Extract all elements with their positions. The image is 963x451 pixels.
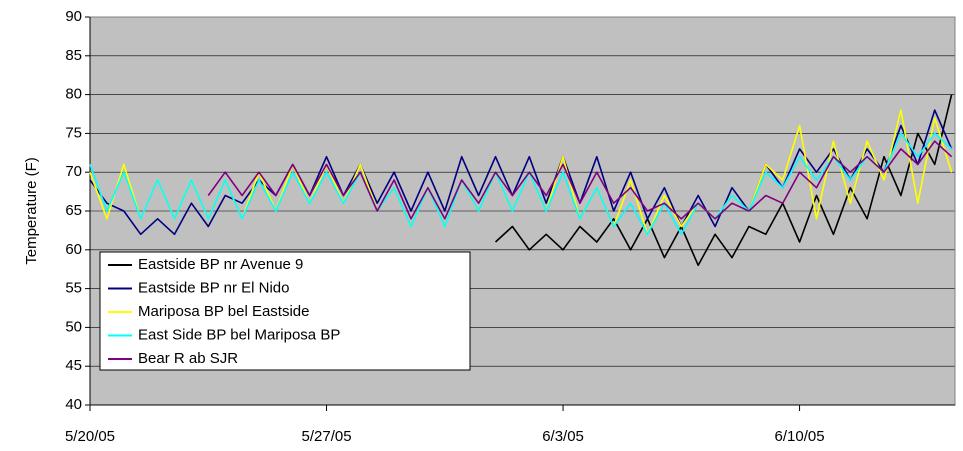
y-tick-label: 90 [65, 8, 82, 25]
legend-label: Eastside BP nr Avenue 9 [138, 256, 303, 273]
y-tick-label: 65 [65, 202, 82, 219]
series-line [207, 140, 953, 220]
x-tick-label: 6/3/05 [542, 428, 584, 445]
x-tick-label: 5/20/05 [65, 428, 115, 445]
series-line [89, 132, 953, 236]
y-tick-label: 50 [65, 318, 82, 335]
legend-box [99, 251, 471, 371]
x-tick-label: 6/10/05 [775, 428, 825, 445]
y-tick-label: 60 [65, 241, 82, 258]
legend-label: Bear R ab SJR [138, 350, 238, 367]
y-tick-label: 75 [65, 124, 82, 141]
legend-label: East Side BP bel Mariposa BP [138, 326, 340, 343]
y-tick-label: 55 [65, 280, 82, 297]
legend-label: Mariposa BP bel Eastside [138, 303, 309, 320]
y-tick-label: 80 [65, 86, 82, 103]
y-tick-label: 40 [65, 396, 82, 413]
y-tick-label: 85 [65, 47, 82, 64]
y-tick-label: 70 [65, 163, 82, 180]
y-tick-label: 45 [65, 357, 82, 374]
y-axis-label: Temperature (F) [23, 157, 40, 265]
series-line [494, 94, 953, 267]
x-tick-label: 5/27/05 [302, 428, 352, 445]
legend-label: Eastside BP nr El Nido [138, 279, 289, 296]
